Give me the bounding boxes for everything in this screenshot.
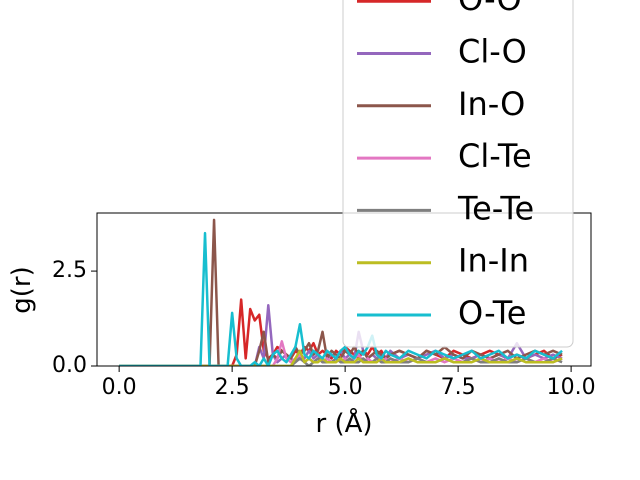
x-axis-label: r (Å)	[315, 407, 372, 439]
legend-label: O-Te	[458, 294, 526, 332]
x-tick-label: 10.0	[547, 375, 596, 400]
legend-label: Te-Te	[457, 189, 534, 227]
x-tick-label: 7.5	[441, 375, 476, 400]
legend-label: Cl-O	[458, 33, 527, 71]
y-axis-label: g(r)	[7, 266, 37, 313]
x-tick-label: 0.0	[102, 375, 137, 400]
series-line	[119, 231, 563, 366]
legend-label: In-O	[458, 85, 525, 123]
legend-label: Cl-Te	[458, 137, 532, 175]
y-tick-label: 2.5	[52, 258, 87, 283]
series-line	[119, 349, 563, 366]
series-line	[119, 298, 563, 366]
y-tick-label: 0.0	[52, 353, 87, 378]
x-tick-label: 2.5	[215, 375, 250, 400]
legend-label: In-In	[458, 242, 529, 280]
legend-box	[342, 0, 574, 348]
x-tick-label: 5.0	[328, 375, 363, 400]
legend-label: O-O	[458, 0, 522, 18]
